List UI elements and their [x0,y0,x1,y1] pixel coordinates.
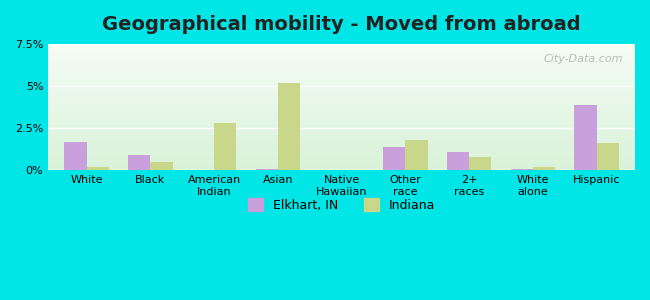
Bar [150,162,173,170]
Bar [278,82,300,170]
Bar [447,152,469,170]
Bar [128,155,150,170]
Bar [278,82,300,170]
Bar [214,123,237,170]
Bar [86,167,109,170]
Bar [383,147,406,170]
Bar [255,169,278,170]
Bar [64,142,86,170]
Bar [511,169,533,170]
Bar [383,147,406,170]
Bar [597,143,619,170]
Bar [150,162,173,170]
Bar [469,157,491,170]
Bar [533,167,555,170]
Bar [214,123,237,170]
Bar [406,140,428,170]
Bar [533,167,555,170]
Bar [511,169,533,170]
Bar [597,143,619,170]
Bar [575,104,597,170]
Legend: Elkhart, IN, Indiana: Elkhart, IN, Indiana [243,194,440,217]
Bar [255,169,278,170]
Bar [86,167,109,170]
Bar [575,104,597,170]
Bar [128,155,150,170]
Bar [447,152,469,170]
Bar [64,142,86,170]
Bar [469,157,491,170]
Bar [406,140,428,170]
Text: City-Data.com: City-Data.com [544,54,623,64]
Title: Geographical mobility - Moved from abroad: Geographical mobility - Moved from abroa… [102,15,581,34]
